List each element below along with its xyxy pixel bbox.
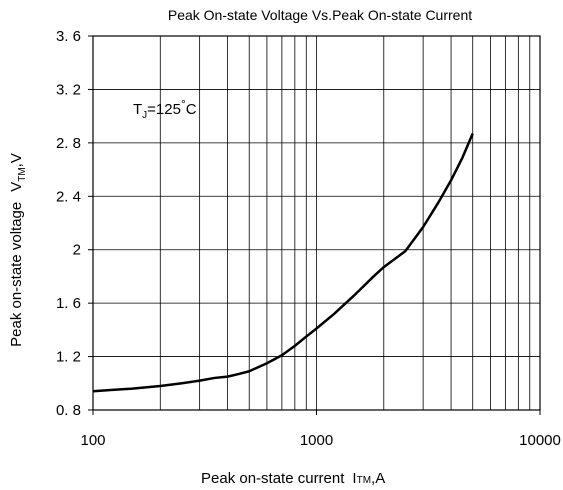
x-axis-label: Peak on-state current ITM,A <box>201 470 385 487</box>
grid <box>93 35 540 411</box>
y-tick-label: 1. 6 <box>56 295 81 312</box>
y-axis: 0. 8 1. 2 1. 6 2 2. 4 2. 8 3. 2 3. 6 <box>56 28 93 419</box>
x-tick-label: 100 <box>80 432 105 449</box>
x-tick-label: 1000 <box>300 432 333 449</box>
y-tick-label: 3. 2 <box>56 81 81 98</box>
y-axis-label: Peak on-state voltageVTM,V <box>8 153 28 347</box>
temperature-annotation: TJ=125°C <box>133 97 197 121</box>
series-line <box>92 133 474 393</box>
y-tick-label: 3. 6 <box>56 28 81 45</box>
y-tick-label: 0. 8 <box>56 402 81 419</box>
x-axis: 100 1000 10000 <box>80 410 561 449</box>
y-tick-label: 2. 8 <box>56 135 81 152</box>
y-tick-label: 1. 2 <box>56 349 81 366</box>
y-tick-label: 2. 4 <box>56 188 81 205</box>
x-tick-label: 10000 <box>519 432 561 449</box>
chart-title: Peak On-state Voltage Vs.Peak On-state C… <box>168 7 472 23</box>
y-tick-label: 2 <box>73 242 81 259</box>
